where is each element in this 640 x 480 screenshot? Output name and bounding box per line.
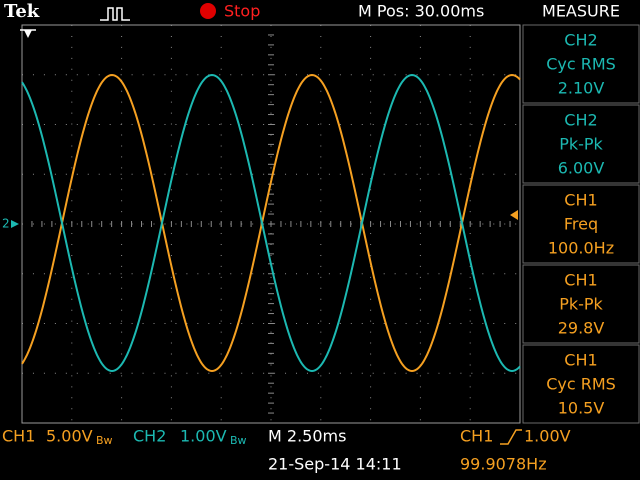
menu-title: MEASURE xyxy=(542,2,620,21)
ch1-name: CH1 xyxy=(2,427,35,446)
ch1-bandwidth: Bw xyxy=(96,434,113,447)
measure-box xyxy=(522,264,640,344)
measure-value: 29.8V xyxy=(558,319,605,338)
measure-value: 10.5V xyxy=(558,399,605,418)
measure-label: Cyc RMS xyxy=(546,55,616,74)
timebase: M 2.50ms xyxy=(268,427,346,446)
trigger-source: CH1 xyxy=(460,427,493,446)
acquire-icon xyxy=(100,7,130,21)
ch1-waveform xyxy=(21,73,521,373)
ch2-bandwidth: Bw xyxy=(230,434,247,447)
ch2-ground-arrow xyxy=(11,220,19,228)
measure-box xyxy=(522,184,640,264)
measure-channel: CH1 xyxy=(564,191,597,210)
measure-channel: CH1 xyxy=(564,351,597,370)
measure-label: Cyc RMS xyxy=(546,375,616,394)
measure-panel: CH2 Cyc RMS 2.10V CH2 Pk-Pk 6.00V CH1 Freq 100.0… xyxy=(522,24,640,424)
measure-label: Freq xyxy=(564,215,598,234)
run-status: Stop xyxy=(224,2,260,21)
measure-channel: CH2 xyxy=(564,111,597,130)
ch2-scale: 1.00V xyxy=(180,427,227,446)
trigger-slope-icon xyxy=(500,429,522,445)
trigger-position-marker xyxy=(24,30,32,38)
measure-box xyxy=(522,104,640,184)
graticule-border xyxy=(21,24,521,424)
measure-box xyxy=(522,344,640,424)
ch2-name: CH2 xyxy=(133,427,166,446)
ch2-waveform xyxy=(21,73,521,373)
measure-channel: CH1 xyxy=(564,271,597,290)
date-time: 21-Sep-14 14:11 xyxy=(268,455,402,474)
measure-label: Pk-Pk xyxy=(559,295,603,314)
measure-value: 100.0Hz xyxy=(548,239,614,258)
brand: Tek xyxy=(4,1,40,22)
horizontal-position: M Pos: 30.00ms xyxy=(358,2,484,21)
graticule xyxy=(21,24,521,424)
trigger-frequency: 99.9078Hz xyxy=(460,455,547,474)
measure-box xyxy=(522,24,640,104)
measure-channel: CH2 xyxy=(564,31,597,50)
trigger-level: 1.00V xyxy=(524,427,571,446)
ch2-ground-marker: 2 xyxy=(2,217,10,231)
waveforms xyxy=(21,73,521,373)
measure-value: 6.00V xyxy=(558,159,605,178)
trigger-level-marker xyxy=(510,210,518,220)
measure-label: Pk-Pk xyxy=(559,135,603,154)
ch1-scale: 5.00V xyxy=(46,427,93,446)
stop-indicator xyxy=(200,3,216,19)
measure-value: 2.10V xyxy=(558,79,605,98)
